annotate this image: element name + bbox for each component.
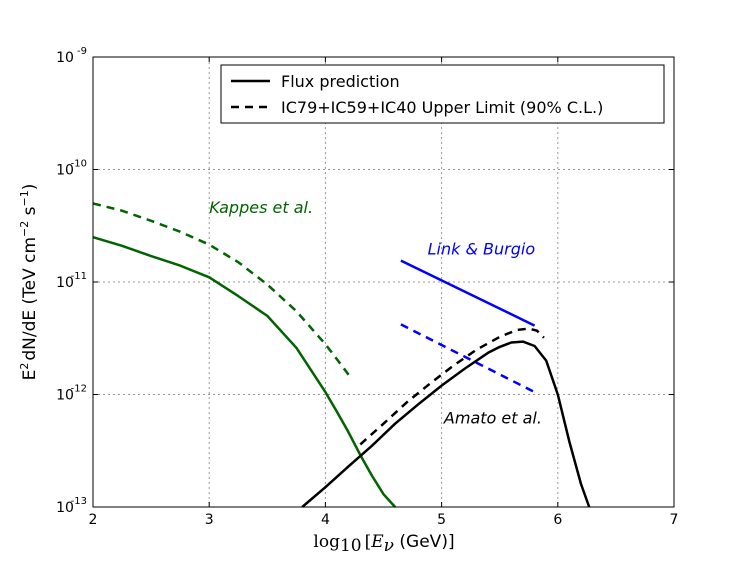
legend-label-upper-limit: IC79+IC59+IC40 Upper Limit (90% C.L.) bbox=[281, 98, 603, 117]
series-line-0-solid bbox=[92, 236, 397, 508]
y-title-prefix: E bbox=[20, 370, 40, 381]
series-line-3-dashed bbox=[400, 323, 536, 394]
x-tick-label: 2 bbox=[89, 512, 98, 528]
y-tick-label: 10 bbox=[56, 50, 74, 66]
legend-box bbox=[220, 64, 665, 124]
grid bbox=[93, 57, 674, 507]
x-title-unit: (GeV)] bbox=[394, 532, 455, 552]
x-axis-title: log10 [Eν (GeV)] bbox=[313, 532, 454, 556]
x-tick-label: 5 bbox=[437, 512, 446, 528]
x-title-var: E bbox=[370, 532, 384, 552]
legend: Flux prediction IC79+IC59+IC40 Upper Lim… bbox=[220, 64, 665, 124]
annotation-1: Link & Burgio bbox=[428, 240, 536, 259]
y-tick-exponent: -9 bbox=[77, 46, 87, 57]
y-tick-exponent: -10 bbox=[71, 159, 87, 170]
series-line-1-dashed bbox=[92, 202, 350, 376]
y-title-sup1: −2 bbox=[18, 221, 31, 237]
series-group bbox=[92, 202, 591, 508]
legend-label-flux: Flux prediction bbox=[281, 72, 400, 91]
y-axis-title: E2 dN/dE (TeV cm−2 s−1) bbox=[18, 184, 40, 381]
x-title-log: log bbox=[313, 532, 340, 552]
y-title-end: ) bbox=[20, 184, 40, 191]
annotation-2: Amato et al. bbox=[443, 409, 542, 428]
y-title-prefix-sup: 2 bbox=[18, 363, 31, 370]
y-tick-label: 10 bbox=[56, 275, 74, 291]
y-tick-exponent: -11 bbox=[71, 271, 87, 282]
y-tick-exponent: -12 bbox=[71, 384, 87, 395]
series-line-4-solid bbox=[301, 340, 591, 508]
y-tick-label: 10 bbox=[56, 163, 74, 179]
x-tick-label: 3 bbox=[205, 512, 214, 528]
y-tick-exponent: -13 bbox=[71, 496, 87, 507]
x-tick-label: 7 bbox=[670, 512, 679, 528]
x-title-var-sub: ν bbox=[384, 536, 394, 556]
y-tick-label: 10 bbox=[56, 388, 74, 404]
y-title-mid: s bbox=[20, 206, 40, 220]
y-title-sup2: −1 bbox=[18, 190, 31, 206]
y-tick-label: 10 bbox=[56, 500, 74, 516]
x-title-log-sub: 10 bbox=[340, 536, 362, 556]
x-tick-label: 6 bbox=[553, 512, 562, 528]
x-tick-label: 4 bbox=[321, 512, 330, 528]
annotations: Kappes et al. Link & Burgio Amato et al. bbox=[209, 198, 542, 428]
series-line-2-solid bbox=[400, 259, 536, 327]
y-title-main: dN/dE (TeV cm bbox=[20, 237, 40, 361]
x-title-bracket: [ bbox=[365, 532, 372, 552]
annotation-0: Kappes et al. bbox=[209, 198, 313, 217]
